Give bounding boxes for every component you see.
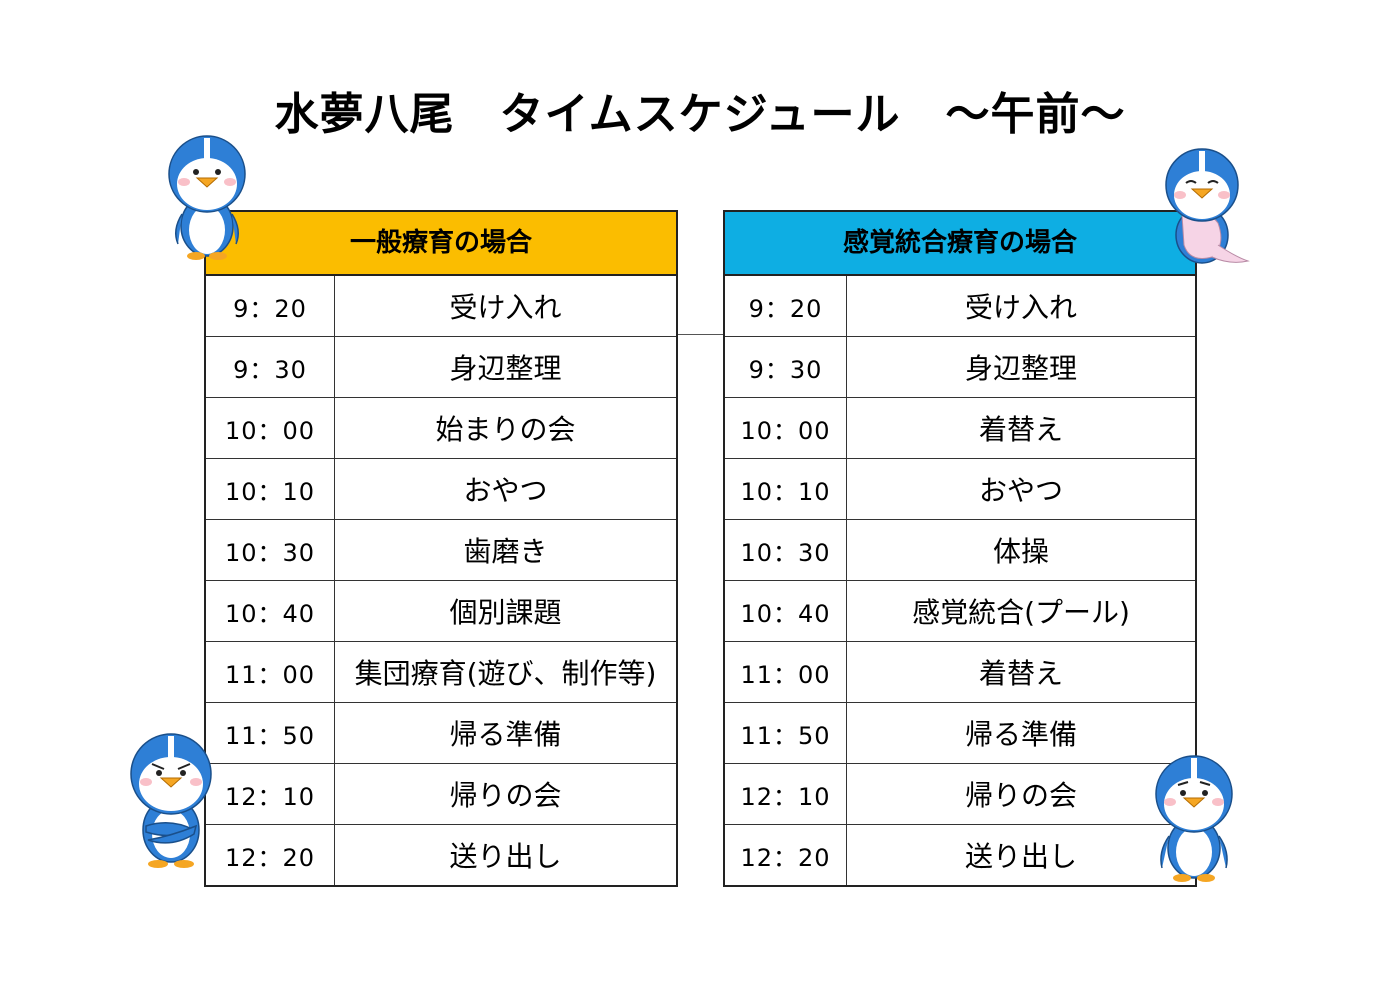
penguin-worried-icon	[1155, 755, 1233, 882]
activity-cell: 着替え	[846, 397, 1195, 459]
activity-cell: 受け入れ	[449, 291, 562, 324]
time-cell: 11：50	[725, 702, 847, 764]
time-cell: 9：20	[725, 276, 847, 337]
activity-cell: 帰る準備	[334, 702, 676, 764]
activity-cell: 集団療育(遊び、制作等)	[334, 641, 676, 703]
time-cell: 11：00	[725, 641, 847, 703]
time-cell: 12：10	[725, 763, 847, 825]
table-row: 9：30 身辺整理	[725, 336, 1195, 398]
table-row: 10：40 感覚統合(プール)	[725, 580, 1195, 642]
time-cell: 12：10	[206, 763, 335, 825]
time-cell: 9：30	[206, 336, 335, 398]
activity-cell: 受け入れ	[964, 291, 1077, 324]
activity-cell: 歯磨き	[334, 519, 676, 581]
time-cell: 10：10	[206, 458, 335, 520]
schedule-heading: 一般療育の場合	[206, 212, 676, 276]
table-row: 12：10 帰りの会	[725, 763, 1195, 825]
time-cell: 12：20	[725, 824, 847, 885]
time-cell: 10：10	[725, 458, 847, 520]
penguin-waving-icon	[168, 135, 246, 260]
table-connector-line	[678, 334, 724, 335]
activity-cell: 身辺整理	[334, 336, 676, 398]
time-cell: 11：50	[206, 702, 335, 764]
activity-cell: おやつ	[846, 458, 1195, 520]
table-row: 11：00 集団療育(遊び、制作等)	[206, 641, 676, 703]
schedule-table: 9：20 受け入れ 9：30 身辺整理 10：00 着替え 10：10 おやつ 10：3…	[725, 276, 1195, 885]
sensory-integration-schedule: 感覚統合療育の場合 9：20 受け入れ 9：30 身辺整理 10：00 着替え 10：…	[723, 210, 1197, 887]
time-cell: 10：40	[206, 580, 335, 642]
page-title: 水夢八尾 タイムスケジュール ～午前～	[274, 89, 1126, 140]
table-row: 10：40 個別課題	[206, 580, 676, 642]
activity-cell: 個別課題	[334, 580, 676, 642]
penguin-shy-icon	[1165, 148, 1250, 264]
table-row: 10：30 体操	[725, 519, 1195, 581]
table-row: 10：10 おやつ	[725, 458, 1195, 520]
activity-cell: 送り出し	[846, 824, 1195, 885]
time-cell: 10：00	[725, 397, 847, 459]
time-cell: 10：40	[725, 580, 847, 642]
table-row: 11：50 帰る準備	[725, 702, 1195, 764]
time-cell: 9：30	[725, 336, 847, 398]
table-row: 12：20 送り出し	[206, 824, 676, 885]
time-cell: 10：30	[206, 519, 335, 581]
activity-cell: 体操	[846, 519, 1195, 581]
table-row: 11：00 着替え	[725, 641, 1195, 703]
penguin-arms-crossed-icon	[130, 733, 212, 868]
table-row: 11：50 帰る準備	[206, 702, 676, 764]
time-cell: 9：20	[206, 276, 335, 337]
schedule-table: 9：20 受け入れ 9：30 身辺整理 10：00 始まりの会 10：10 おやつ 10…	[206, 276, 676, 885]
table-row: 9：20 受け入れ	[725, 276, 1195, 337]
activity-cell: 始まりの会	[334, 397, 676, 459]
table-row: 12：20 送り出し	[725, 824, 1195, 885]
activity-cell: 着替え	[846, 641, 1195, 703]
schedule-heading: 感覚統合療育の場合	[725, 212, 1195, 276]
activity-cell: おやつ	[334, 458, 676, 520]
activity-cell: 帰る準備	[846, 702, 1195, 764]
activity-cell: 身辺整理	[846, 336, 1195, 398]
time-cell: 10：00	[206, 397, 335, 459]
table-row: 9：20 受け入れ	[206, 276, 676, 337]
time-cell: 12：20	[206, 824, 335, 885]
table-row: 10：10 おやつ	[206, 458, 676, 520]
table-row: 9：30 身辺整理	[206, 336, 676, 398]
time-cell: 11：00	[206, 641, 335, 703]
general-therapy-schedule: 一般療育の場合 9：20 受け入れ 9：30 身辺整理 10：00 始まりの会 10：…	[204, 210, 678, 887]
activity-cell: 帰りの会	[846, 763, 1195, 825]
activity-cell: 帰りの会	[334, 763, 676, 825]
activity-cell: 感覚統合(プール)	[846, 580, 1195, 642]
table-row: 10：30 歯磨き	[206, 519, 676, 581]
table-row: 10：00 着替え	[725, 397, 1195, 459]
table-row: 12：10 帰りの会	[206, 763, 676, 825]
time-cell: 10：30	[725, 519, 847, 581]
activity-cell: 送り出し	[334, 824, 676, 885]
table-row: 10：00 始まりの会	[206, 397, 676, 459]
